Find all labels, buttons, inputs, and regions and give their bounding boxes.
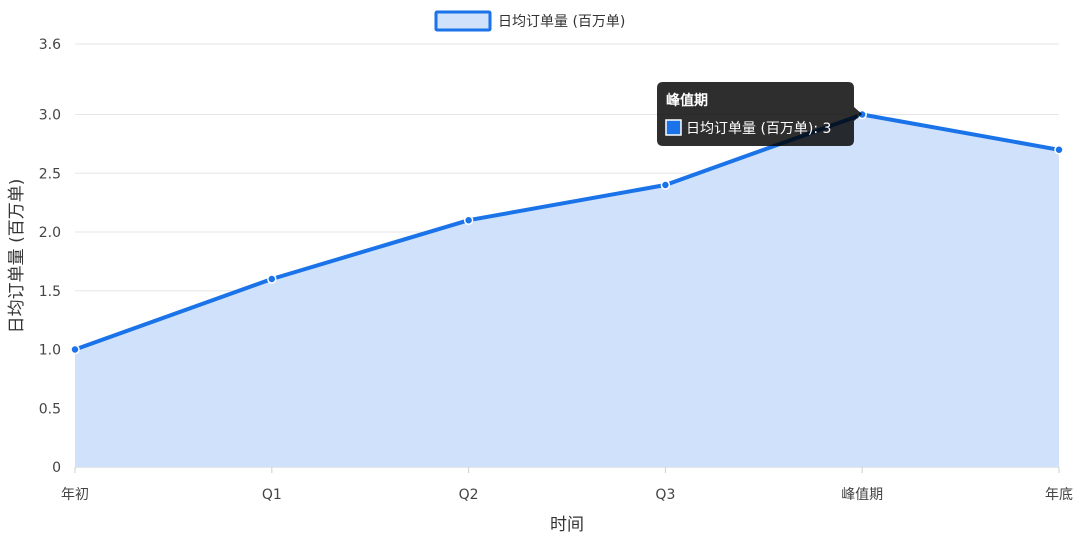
data-point[interactable] <box>660 180 671 190</box>
series-points[interactable] <box>70 109 1064 355</box>
x-tick-label: 年底 <box>1045 487 1073 503</box>
x-tick-label: Q3 <box>655 487 675 503</box>
x-axis-ticks: 年初 Q1 Q2 Q3 峰值期 年底 <box>61 467 1073 503</box>
y-axis-title: 日均订单量 (百万单) <box>7 179 27 334</box>
data-point[interactable] <box>463 215 474 225</box>
y-tick-label: 1.5 <box>39 284 61 300</box>
tooltip-title: 峰值期 <box>666 92 708 109</box>
data-point[interactable] <box>1054 145 1064 155</box>
legend-label: 日均订单量 (百万单) <box>498 14 625 30</box>
x-tick-label: 年初 <box>61 486 89 503</box>
y-tick-label: 1.0 <box>39 343 61 359</box>
y-tick-label: 3.0 <box>39 108 61 124</box>
tooltip-label: 日均订单量 (百万单): 3 <box>686 121 831 137</box>
tooltip-box <box>657 82 862 146</box>
series-area <box>75 114 1059 467</box>
y-tick-label: 2.0 <box>39 225 61 241</box>
data-point[interactable] <box>70 344 80 355</box>
y-tick-label: 0 <box>52 460 61 476</box>
data-point[interactable] <box>267 274 277 284</box>
x-axis-title: 时间 <box>550 515 584 535</box>
legend[interactable]: 日均订单量 (百万单) <box>434 10 625 32</box>
x-tick-label: Q1 <box>262 487 282 503</box>
tooltip: 峰值期 日均订单量 (百万单): 3 <box>657 82 862 146</box>
tooltip-swatch <box>665 119 682 136</box>
series-line <box>74 112 1060 352</box>
y-tick-label: 0.5 <box>39 401 61 417</box>
x-tick-label: 峰值期 <box>841 487 883 503</box>
y-tick-label: 3.6 <box>39 37 61 53</box>
y-axis-ticks: 0 0.5 1.0 1.5 2.0 2.5 3.0 3.6 <box>39 37 61 476</box>
x-tick-label: Q2 <box>459 487 479 503</box>
y-tick-label: 2.5 <box>39 166 61 182</box>
legend-swatch <box>434 10 492 32</box>
